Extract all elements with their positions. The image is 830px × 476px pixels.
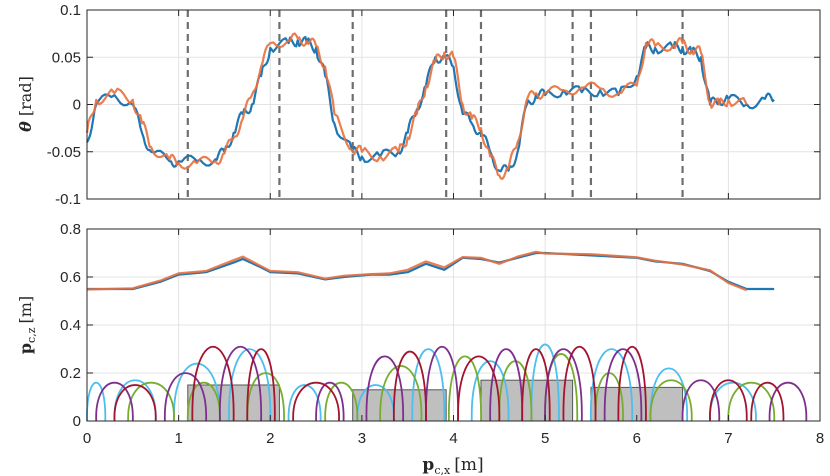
xtick-label: 4: [449, 430, 457, 447]
height-ylabel: pc,z [m]: [16, 296, 38, 354]
theta-ytick-label: -0.05: [47, 144, 81, 161]
height-xticks: 0 1 2 3 4 5 6 7 8: [83, 229, 824, 447]
height-ylabel-sub: c,z: [25, 327, 38, 343]
footstep-arc: [617, 345, 647, 422]
theta-series-group: [85, 32, 775, 180]
footstep-arc: [228, 348, 272, 422]
theta-ytick-label: 0.1: [60, 2, 81, 19]
footstep-arc: [356, 384, 395, 422]
xtick-label: 5: [541, 430, 549, 447]
footstep-arc: [447, 355, 482, 422]
theta-ytick-label: -0.1: [55, 191, 81, 208]
footstep-arc: [594, 372, 624, 422]
theta-series-line: [85, 32, 748, 180]
footstep-arc: [246, 372, 285, 422]
footstep-arc: [649, 379, 693, 422]
footstep-arc: [709, 379, 748, 422]
height-series-line: [86, 250, 748, 292]
footstep-trajectories-group: [86, 343, 808, 422]
xtick-label: 1: [174, 430, 182, 447]
height-series-group: [86, 250, 775, 292]
xlabel-symbol: p: [422, 455, 434, 475]
footstep-arc: [287, 384, 322, 422]
xtick-label: 2: [266, 430, 274, 447]
height-ytick-label: 0.8: [60, 221, 81, 238]
footstep-arc: [173, 362, 221, 422]
xlabel-sub: c,x: [434, 464, 451, 476]
height-ylabel-symbol: p: [16, 343, 35, 354]
height-ylabel-unit: [m]: [16, 296, 35, 324]
height-yticks: 0 0.2 0.4 0.6 0.8: [60, 221, 820, 430]
footstep-arc: [603, 348, 643, 422]
footstep-arc: [530, 343, 560, 422]
footstep-arc: [727, 382, 776, 422]
footstep-arc: [521, 348, 551, 422]
height-ytick-label: 0.6: [60, 269, 81, 286]
xlabel: pc,x [m]: [422, 455, 483, 476]
xtick-label: 8: [816, 430, 824, 447]
xtick-label: 0: [83, 430, 91, 447]
theta-ylabel-symbol: θ: [16, 121, 35, 132]
footstep-arc: [379, 365, 423, 422]
footstep-arc: [425, 345, 460, 422]
footstep-arc: [163, 372, 208, 422]
footstep-arc: [246, 348, 276, 422]
theta-ylabel: θ [rad]: [16, 76, 35, 132]
theta-yticks: -0.1 -0.05 0 0.05 0.1: [47, 2, 820, 208]
footstep-arc: [218, 345, 263, 422]
xlabel-unit: [m]: [454, 455, 483, 475]
footstep-arc: [95, 381, 134, 422]
footstep-arc: [392, 350, 427, 422]
theta-ytick-label: 0.05: [52, 49, 81, 66]
footstep-arc: [365, 355, 405, 422]
xtick-label: 3: [358, 430, 366, 447]
footstep-arc: [113, 384, 157, 422]
footstep-arc: [292, 382, 340, 422]
footstep-arc: [470, 360, 510, 422]
theta-xtick-marks: [86, 10, 821, 199]
xtick-label: 6: [633, 430, 641, 447]
footstep-arc: [315, 381, 345, 422]
footstep-arc: [544, 348, 583, 422]
footstep-arc: [681, 379, 721, 422]
footstep-arc: [489, 348, 524, 422]
footstep-arc: [750, 381, 785, 422]
xtick-label: 7: [724, 430, 732, 447]
footstep-arc: [562, 345, 597, 422]
height-ytick-label: 0.2: [60, 365, 81, 382]
theta-ytick-label: 0: [73, 97, 81, 114]
footstep-arc: [768, 381, 808, 422]
height-ytick-label: 0: [73, 413, 81, 430]
footstep-arc: [457, 355, 501, 422]
footstep-arc: [191, 345, 235, 422]
footstep-arc: [649, 367, 689, 422]
footstep-arc: [411, 348, 446, 422]
footstep-arc: [589, 348, 634, 422]
footstep-arc: [324, 381, 359, 422]
height-ytick-label: 0.4: [60, 317, 81, 334]
theta-panel: -0.1 -0.05 0 0.05 0.1 θ [rad]: [16, 2, 821, 208]
footstep-arc: [127, 382, 175, 422]
theta-ylabel-unit: [rad]: [16, 76, 35, 116]
